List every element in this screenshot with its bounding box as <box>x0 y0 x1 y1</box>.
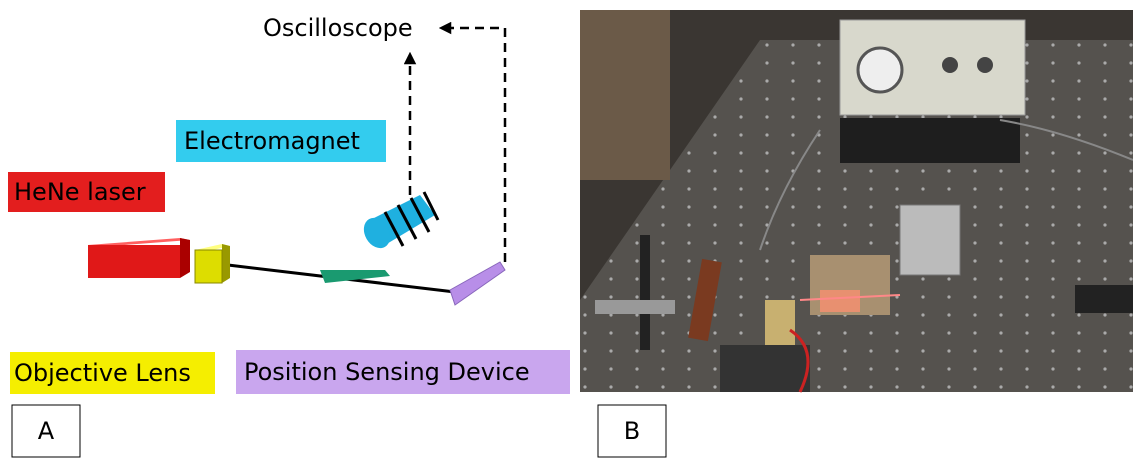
figure: HeNe laser Electromagnet Oscilloscope Ob… <box>0 0 1133 460</box>
electromagnet <box>359 192 438 253</box>
signal-arrow <box>445 28 505 262</box>
panel-label: A <box>38 417 55 445</box>
panel-label: B <box>624 417 640 445</box>
photo <box>580 10 1133 392</box>
laser <box>88 238 190 278</box>
objective-label: Objective Lens <box>14 359 191 387</box>
psd <box>450 262 505 305</box>
laser-label: HeNe laser <box>14 178 146 206</box>
oscilloscope-label: Oscilloscope <box>263 14 413 42</box>
electromagnet-label: Electromagnet <box>184 127 360 155</box>
psd-label: Position Sensing Device <box>244 358 530 386</box>
objective-lens <box>195 244 230 283</box>
